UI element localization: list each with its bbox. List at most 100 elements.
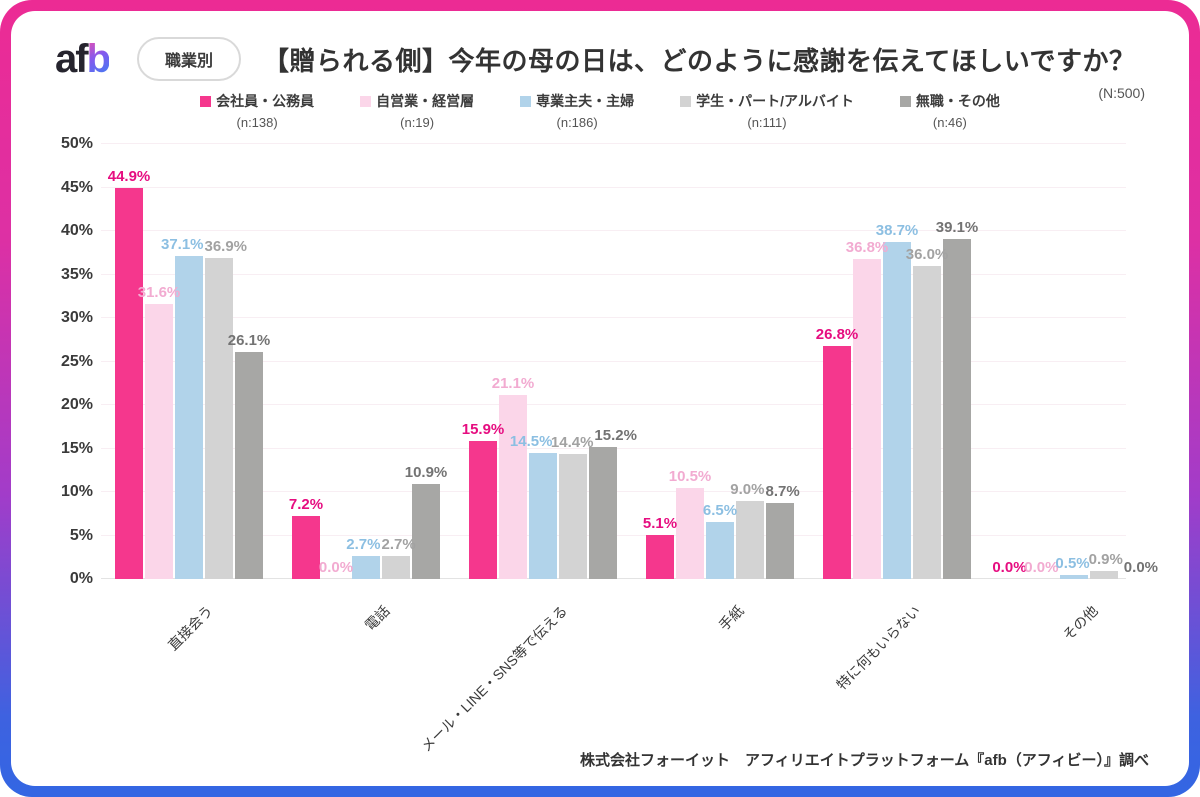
y-tick-label: 15%	[60, 439, 93, 457]
legend-swatch	[899, 95, 911, 107]
bar	[1090, 571, 1118, 579]
value-label: 0.0%	[1123, 559, 1159, 576]
value-label: 0.9%	[1088, 551, 1123, 569]
bar	[382, 555, 410, 579]
value-label: 15.9%	[461, 420, 505, 438]
y-tick-label: 20%	[60, 396, 93, 413]
value-label: 21.1%	[491, 375, 535, 393]
y-axis: 0% 5% 10% 15% 20% 25% 30% 35% 40% 45% 50%	[29, 135, 93, 587]
bar	[412, 484, 440, 579]
category-badge: 職業別	[137, 37, 242, 81]
legend-item-4: 学生・パート/アルバイト (n:111)	[680, 91, 854, 130]
page-title: 【贈られる側】今年の母の日は、どのように感謝を伝えてほしいですか？	[263, 45, 1136, 76]
value-label: 8.7%	[765, 483, 800, 501]
bar-group-2: 7.2% 0.0% 2.7% 2.7% 10.9%	[288, 144, 447, 579]
y-tick-label: 30%	[60, 309, 93, 326]
legend: 会社員・公務員 (n:138) 自営業・経営層 (n:19) 専業主夫・主婦 (n:186…	[11, 91, 1189, 130]
bar	[1060, 574, 1088, 579]
value-label: 0.0%	[992, 559, 1027, 576]
value-label: 37.1%	[160, 236, 204, 254]
bar	[913, 265, 941, 579]
legend-swatch	[360, 95, 372, 107]
gridline	[101, 317, 1126, 318]
value-label: 44.9%	[107, 168, 151, 186]
plot-area: 44.9% 31.6% 37.1% 36.9% 26.1% 7.2% 0.0% 2.7% 2.7…	[101, 143, 1158, 579]
bar-group-4: 5.1% 10.5% 6.5% 9.0% 8.7%	[643, 144, 800, 579]
gridline	[101, 273, 1126, 275]
legend-series-name: 専業主夫・主婦	[536, 93, 635, 109]
bar	[943, 238, 971, 579]
bar	[589, 446, 617, 579]
bar	[469, 440, 497, 579]
value-label: 14.5%	[509, 432, 553, 450]
category-label: 特に何もいらない	[833, 602, 924, 693]
value-label: 14.4%	[550, 433, 594, 451]
value-label: 0.0%	[318, 559, 354, 576]
bar	[676, 487, 704, 579]
legend-sample-count: (n:46)	[932, 115, 967, 130]
gridline	[101, 404, 1126, 405]
gridline	[101, 360, 1126, 362]
value-label: 6.5%	[702, 502, 738, 520]
bar	[706, 522, 734, 579]
bar	[736, 500, 764, 579]
source-credit: 株式会社フォーイット アフィリエイトプラットフォーム『afb（アフィビー）』調べ	[580, 752, 1149, 769]
y-tick-label: 35%	[60, 265, 93, 283]
bar-group-1: 44.9% 31.6% 37.1% 36.9% 26.1%	[108, 144, 270, 579]
bar	[175, 256, 203, 579]
value-label: 0.5%	[1055, 554, 1090, 572]
value-label: 36.0%	[905, 245, 949, 263]
gridline	[101, 230, 1126, 231]
value-label: 10.9%	[404, 464, 448, 482]
header: afb 職業別 【贈られる側】今年の母の日は、どのように感謝を伝えてほしいですか…	[55, 33, 1149, 85]
legend-item-1: 会社員・公務員 (n:138)	[200, 91, 314, 130]
sample-size-label: (N:500)	[1098, 85, 1145, 101]
value-label: 38.7%	[875, 222, 919, 240]
legend-series-name: 学生・パート/アルバイト	[696, 93, 854, 109]
value-label: 26.1%	[227, 331, 271, 349]
bar	[499, 395, 527, 579]
gridline	[101, 143, 1126, 144]
category-label: 手紙	[715, 602, 747, 634]
legend-sample-count: (n:186)	[556, 115, 598, 130]
bar-group-6: 0.0% 0.0% 0.5% 0.9% 0.0%	[992, 144, 1158, 579]
value-label: 15.2%	[594, 426, 637, 444]
bar	[529, 452, 557, 579]
bar-group-5: 26.8% 36.8% 38.7% 36.0% 39.1%	[816, 144, 978, 579]
category-label: 直接会う	[164, 602, 216, 654]
legend-swatch	[680, 95, 692, 107]
logo-text-af: af	[55, 37, 89, 81]
legend-entry: 会社員・公務員	[200, 91, 314, 111]
value-label: 2.7%	[346, 535, 381, 553]
value-label: 7.2%	[288, 496, 324, 514]
bar-group-3: 15.9% 21.1% 14.5% 14.4% 15.2%	[462, 144, 637, 579]
category-label: メール・LINE・SNS等で伝える	[417, 602, 570, 755]
legend-swatch	[200, 95, 212, 107]
y-tick-label: 0%	[69, 570, 93, 587]
value-label: 26.8%	[815, 325, 859, 343]
legend-item-3: 専業主夫・主婦 (n:186)	[520, 91, 634, 130]
bar	[559, 453, 587, 579]
bar	[205, 257, 233, 579]
legend-series-name: 無職・その他	[915, 93, 1000, 109]
x-axis-labels: 直接会う 電話 メール・LINE・SNS等で伝える 手紙 特に何もいらない その他	[101, 589, 1126, 769]
chart-card: afb 職業別 【贈られる側】今年の母の日は、どのように感謝を伝えてほしいですか…	[11, 11, 1189, 786]
y-tick-label: 50%	[60, 135, 93, 152]
bar	[292, 516, 320, 579]
bar	[115, 188, 143, 579]
bar	[646, 534, 674, 579]
logo-text-b: b	[86, 37, 111, 81]
value-label: 36.8%	[845, 238, 889, 256]
y-tick-label: 10%	[60, 483, 93, 500]
legend-item-5: 無職・その他 (n:46)	[899, 91, 1000, 130]
value-label: 9.0%	[730, 480, 765, 498]
value-label: 31.6%	[137, 284, 181, 302]
legend-swatch	[520, 95, 532, 107]
afb-logo: afb	[55, 37, 111, 81]
value-label: 0.0%	[1024, 559, 1059, 576]
legend-entry: 学生・パート/アルバイト	[680, 91, 854, 111]
legend-item-2: 自営業・経営層 (n:19)	[360, 91, 474, 130]
gridline	[101, 186, 1126, 188]
y-tick-label: 25%	[60, 352, 93, 370]
value-label: 2.7%	[381, 535, 416, 553]
